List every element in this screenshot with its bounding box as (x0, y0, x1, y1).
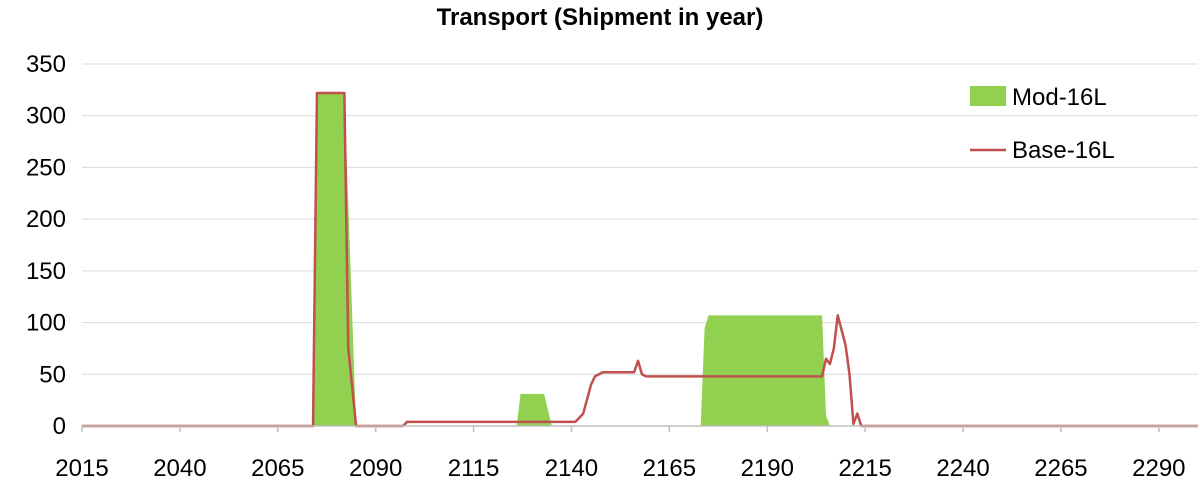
y-tick-label: 150 (26, 258, 66, 285)
x-tick-label: 2165 (643, 455, 696, 482)
x-tick-label: 2265 (1034, 455, 1087, 482)
x-tick-label: 2290 (1132, 455, 1185, 482)
y-tick-label: 0 (53, 413, 66, 440)
x-tick-label: 2190 (741, 455, 794, 482)
x-tick-label: 2040 (153, 455, 206, 482)
legend-swatch-mod-16l (970, 86, 1006, 106)
x-tick-label: 2140 (545, 455, 598, 482)
plot-area (82, 91, 1198, 428)
y-tick-label: 300 (26, 103, 66, 130)
x-tick-label: 2240 (936, 455, 989, 482)
x-tick-label: 2215 (838, 455, 891, 482)
x-tick-label: 2090 (349, 455, 402, 482)
gridlines (82, 63, 1198, 375)
y-tick-label: 200 (26, 206, 66, 233)
legend: Mod-16L Base-16L (970, 84, 1115, 164)
y-tick-label: 100 (26, 310, 66, 337)
axes: 0 50 100 150 200 250 300 350 2015 2040 2065 2090 211… (26, 51, 1198, 482)
y-tick-label: 250 (26, 154, 66, 181)
y-tick-label: 50 (39, 361, 66, 388)
x-tick-label: 2115 (448, 455, 500, 482)
legend-label-mod-16l: Mod-16L (1012, 84, 1107, 111)
x-tick-label: 2065 (251, 455, 304, 482)
legend-label-base-16l: Base-16L (1012, 137, 1115, 164)
x-tick-label: 2015 (55, 455, 108, 482)
line-base-16l (82, 91, 1198, 428)
y-tick-label: 350 (26, 51, 66, 78)
chart-title: Transport (Shipment in year) (437, 4, 764, 31)
